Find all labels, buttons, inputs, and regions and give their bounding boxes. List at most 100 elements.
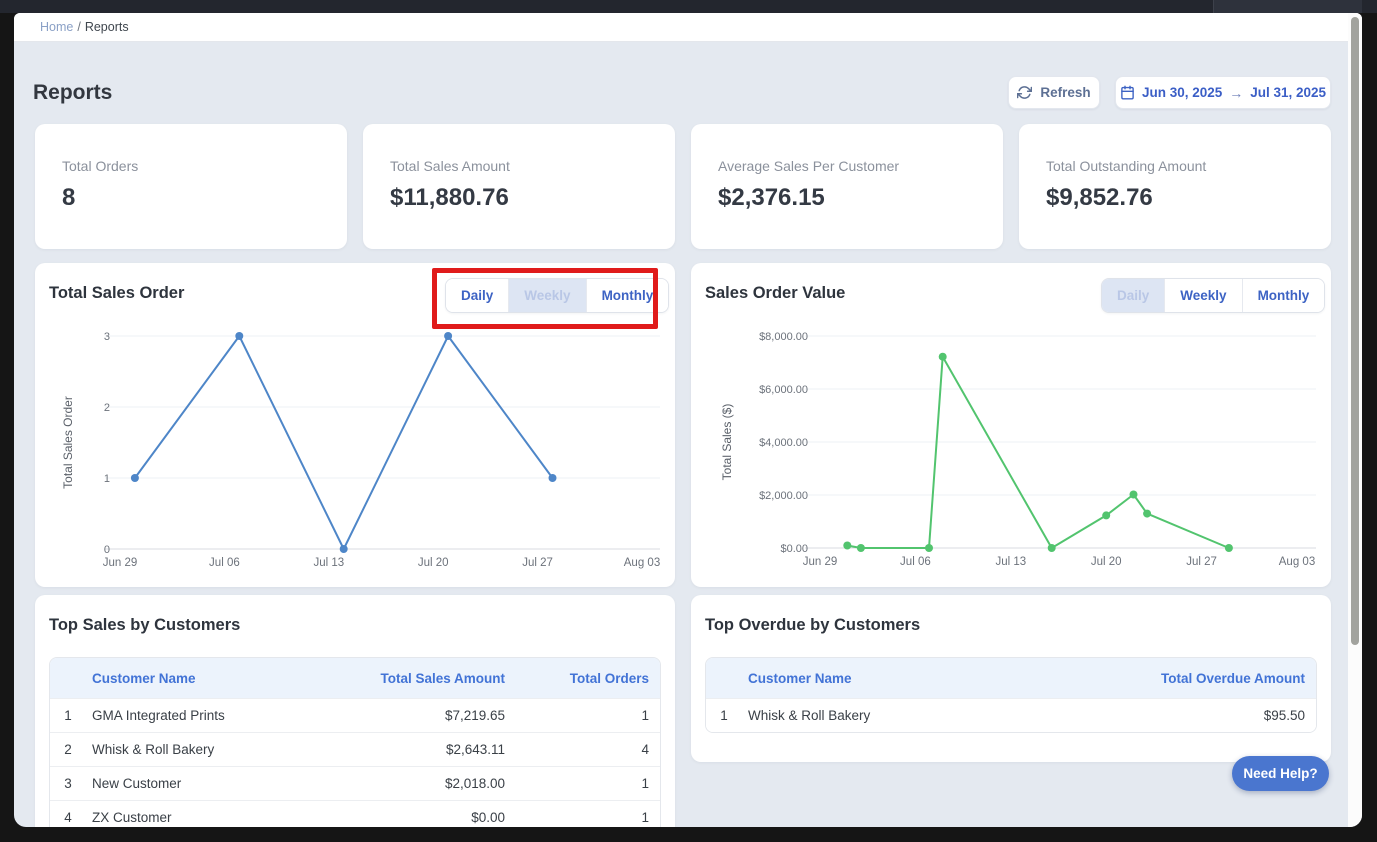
svg-text:Jul 13: Jul 13 — [313, 557, 344, 569]
svg-text:1: 1 — [104, 473, 110, 485]
top-chrome-segment — [1213, 0, 1362, 13]
svg-text:Aug 03: Aug 03 — [1279, 556, 1315, 568]
date-range-picker[interactable]: Jun 30, 2025 → Jul 31, 2025 — [1115, 76, 1331, 109]
stat-card-average-sales: Average Sales Per Customer $2,376.15 — [691, 124, 1003, 249]
need-help-button[interactable]: Need Help? — [1232, 756, 1329, 791]
column-header: Total Overdue Amount — [1160, 670, 1305, 686]
top-overdue-table: Customer Name Total Overdue Amount 1 Whisk … — [705, 657, 1317, 733]
svg-text:Jul 27: Jul 27 — [522, 557, 553, 569]
table-title: Top Overdue by Customers — [705, 616, 921, 634]
refresh-icon — [1017, 86, 1033, 99]
column-header: Total Orders — [569, 670, 649, 686]
stat-value: $11,880.76 — [390, 184, 509, 211]
breadcrumb-current: Reports — [84, 20, 129, 34]
table-title: Top Sales by Customers — [49, 616, 241, 634]
stat-value: $2,376.15 — [718, 184, 825, 211]
numeric-cell: $95.50 — [1263, 708, 1305, 723]
interval-toggle-monthly[interactable]: Monthly — [585, 279, 669, 312]
column-header: Total Sales Amount — [380, 670, 505, 686]
numeric-cell: $0.00 — [471, 810, 505, 825]
scrollbar-track[interactable] — [1348, 13, 1362, 827]
chart-card-sales-order-value: $0.00 $2,000.00 $4,000.00 $6,000.00 $8,000.0… — [691, 263, 1331, 587]
customer-name-cell: New Customer — [92, 776, 182, 791]
svg-text:$4,000.00: $4,000.00 — [759, 437, 808, 449]
table-row: 1 GMA Integrated Prints $7,219.65 1 — [50, 698, 660, 732]
row-index: 4 — [64, 810, 72, 825]
table-row: 2 Whisk & Roll Bakery $2,643.11 4 — [50, 732, 660, 766]
svg-text:$6,000.00: $6,000.00 — [759, 384, 808, 396]
page-title: Reports — [33, 81, 113, 104]
table-row: 3 New Customer $2,018.00 1 — [50, 766, 660, 800]
numeric-cell: $2,018.00 — [444, 776, 505, 791]
scrollbar-thumb[interactable] — [1351, 17, 1359, 645]
svg-text:Jul 27: Jul 27 — [1186, 556, 1217, 568]
stat-card-total-orders: Total Orders 8 — [35, 124, 347, 249]
svg-text:Total Sales Order: Total Sales Order — [61, 396, 75, 489]
breadcrumb-separator: / — [77, 20, 81, 34]
chart-title: Sales Order Value — [705, 284, 846, 302]
top-chrome-bar — [0, 0, 1377, 13]
stat-value: $9,852.76 — [1046, 184, 1153, 211]
svg-text:Aug 03: Aug 03 — [624, 557, 660, 569]
sales-order-value-line-chart: $0.00 $2,000.00 $4,000.00 $6,000.00 $8,000.0… — [720, 331, 1316, 568]
sales-order-value-interval-toggle: Daily Weekly Monthly — [1101, 278, 1326, 313]
stat-card-total-outstanding: Total Outstanding Amount $9,852.76 — [1019, 124, 1331, 249]
table-card-top-sales: Top Sales by Customers Customer Name Tota… — [35, 595, 675, 827]
numeric-cell: $7,219.65 — [444, 708, 505, 723]
interval-toggle-weekly[interactable]: Weekly — [1164, 279, 1242, 312]
total-sales-order-line-chart: 0 1 2 3 Jun 29 Jul 06 Jul 13 Jul 20 Jul 27 Aug 03… — [61, 331, 660, 569]
numeric-cell: 1 — [641, 776, 649, 791]
customer-name-cell: Whisk & Roll Bakery — [92, 742, 215, 757]
numeric-cell: 4 — [641, 742, 649, 757]
calendar-icon — [1121, 85, 1134, 100]
svg-text:Jul 13: Jul 13 — [995, 556, 1026, 568]
table-card-top-overdue: Top Overdue by Customers Customer Name To… — [691, 595, 1331, 762]
column-header: Customer Name — [92, 670, 196, 686]
svg-text:$0.00: $0.00 — [780, 543, 808, 555]
date-range-arrow-icon: → — [1229, 84, 1244, 101]
stat-label: Average Sales Per Customer — [718, 158, 900, 174]
breadcrumb-home-link[interactable]: Home — [40, 20, 74, 34]
interval-toggle-daily[interactable]: Daily — [446, 279, 509, 312]
interval-toggle-monthly[interactable]: Monthly — [1241, 279, 1325, 312]
table-header-row: Customer Name Total Sales Amount Total Ord… — [50, 658, 660, 698]
interval-toggle-weekly[interactable]: Weekly — [508, 279, 586, 312]
row-index: 1 — [720, 708, 728, 723]
app-window: Home / Reports Reports Refresh Jun 30, 2… — [14, 13, 1362, 827]
table-row: 1 Whisk & Roll Bakery $95.50 — [706, 698, 1316, 732]
customer-name-cell: Whisk & Roll Bakery — [748, 708, 871, 723]
svg-text:Jun 29: Jun 29 — [803, 556, 838, 568]
stat-card-total-sales-amount: Total Sales Amount $11,880.76 — [363, 124, 675, 249]
breadcrumb: Home / Reports — [14, 13, 1362, 42]
numeric-cell: 1 — [641, 810, 649, 825]
numeric-cell: $2,643.11 — [445, 742, 505, 757]
stat-label: Total Outstanding Amount — [1046, 158, 1207, 174]
row-index: 3 — [64, 776, 72, 791]
svg-text:2: 2 — [104, 402, 110, 414]
date-range-start: Jun 30, 2025 — [1141, 85, 1223, 100]
interval-toggle-daily[interactable]: Daily — [1102, 279, 1165, 312]
top-sales-table: Customer Name Total Sales Amount Total Ord… — [49, 657, 661, 827]
refresh-label: Refresh — [1040, 85, 1091, 100]
svg-text:Jun 29: Jun 29 — [103, 557, 138, 569]
svg-text:$2,000.00: $2,000.00 — [759, 490, 808, 502]
svg-text:Total Sales ($): Total Sales ($) — [720, 404, 734, 481]
svg-text:Jul 20: Jul 20 — [418, 557, 449, 569]
total-sales-order-interval-toggle: Daily Weekly Monthly — [445, 278, 670, 313]
table-header-row: Customer Name Total Overdue Amount — [706, 658, 1316, 698]
numeric-cell: 1 — [641, 708, 649, 723]
stat-label: Total Orders — [62, 158, 139, 174]
svg-text:Jul 06: Jul 06 — [209, 557, 240, 569]
svg-text:$8,000.00: $8,000.00 — [759, 331, 808, 343]
table-row: 4 ZX Customer $0.00 1 — [50, 800, 660, 827]
customer-name-cell: ZX Customer — [92, 810, 172, 825]
date-range-end: Jul 31, 2025 — [1250, 85, 1327, 100]
column-header: Customer Name — [748, 670, 852, 686]
row-index: 1 — [64, 708, 72, 723]
refresh-button[interactable]: Refresh — [1008, 76, 1100, 109]
stat-value: 8 — [62, 184, 76, 211]
svg-text:3: 3 — [104, 331, 110, 343]
row-index: 2 — [64, 742, 72, 757]
svg-text:Jul 06: Jul 06 — [900, 556, 931, 568]
svg-text:Jul 20: Jul 20 — [1091, 556, 1122, 568]
